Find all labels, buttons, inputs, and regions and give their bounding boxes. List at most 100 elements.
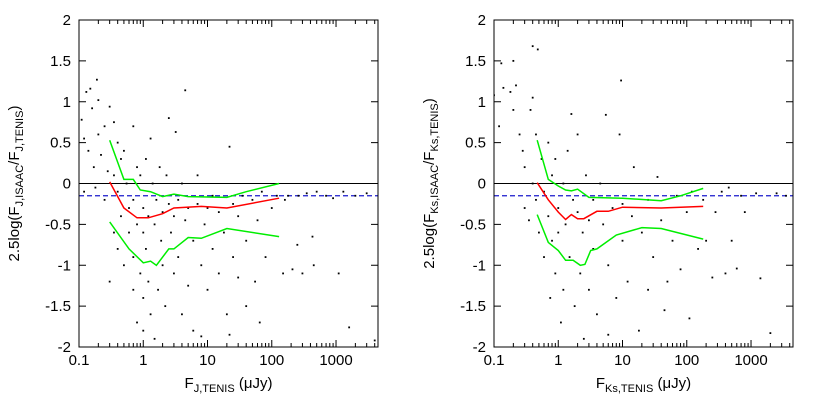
data-point (155, 198, 158, 201)
data-point (181, 313, 183, 316)
data-point (108, 105, 111, 108)
data-point (275, 194, 278, 197)
data-point (365, 192, 368, 195)
data-point (167, 117, 170, 119)
data-point (270, 207, 273, 209)
data-point (615, 297, 618, 299)
data-point (301, 272, 304, 275)
data-point (604, 113, 607, 116)
label-subscript: Ks,ISAAC (429, 165, 441, 214)
data-point (656, 176, 659, 178)
data-point (161, 264, 164, 267)
data-point (568, 256, 571, 258)
y-tick-label: 2 (63, 12, 71, 29)
data-point (113, 174, 115, 177)
data-point (599, 182, 602, 185)
data-point (97, 133, 100, 136)
data-point (543, 190, 545, 193)
median-line (109, 181, 280, 219)
data-point (755, 192, 758, 195)
y-tick-label: -1 (58, 257, 71, 274)
data-point (211, 194, 214, 197)
data-point (688, 317, 691, 320)
y-tick-label: 1.5 (50, 53, 71, 70)
data-point (97, 99, 100, 102)
data-point (720, 190, 723, 193)
data-point (100, 153, 102, 156)
data-point (174, 131, 177, 133)
data-point (132, 125, 135, 128)
envelope-line (109, 221, 280, 267)
data-point (685, 211, 688, 214)
data-point (557, 207, 560, 209)
data-point (543, 256, 545, 258)
data-point (158, 166, 161, 169)
data-point (283, 198, 286, 201)
data-point (531, 182, 534, 185)
data-point (727, 186, 730, 189)
data-point (582, 337, 585, 340)
data-point (139, 272, 142, 275)
data-point (184, 219, 187, 222)
label-text: (μJy) (235, 375, 273, 392)
data-point (192, 239, 195, 242)
data-point (116, 190, 119, 193)
data-point (621, 239, 624, 242)
data-point (228, 145, 231, 148)
data-point (305, 192, 308, 195)
data-point (103, 125, 106, 128)
data-point (297, 194, 300, 197)
data-point (570, 113, 573, 115)
data-point (512, 109, 515, 111)
data-point (551, 174, 553, 177)
data-point (518, 133, 521, 136)
data-point (223, 231, 225, 234)
data-point (714, 211, 717, 214)
data-point (211, 248, 214, 250)
y-tick-label: -1 (473, 257, 486, 274)
data-point (652, 256, 655, 258)
data-point (611, 207, 614, 209)
data-point (769, 332, 772, 335)
data-point (237, 215, 240, 218)
data-point (128, 207, 130, 209)
data-point (241, 194, 244, 197)
data-point (120, 158, 122, 160)
data-point (245, 239, 248, 242)
data-point (348, 326, 351, 329)
data-point (206, 288, 209, 291)
data-point (136, 223, 138, 226)
data-point (184, 89, 187, 92)
label-subscript: Ks,TENIS (429, 103, 441, 151)
y-tick-label: -0.5 (460, 216, 486, 233)
data-point (120, 215, 122, 218)
data-point (312, 264, 315, 267)
data-point (132, 256, 135, 258)
data-point (217, 272, 220, 275)
data-point (251, 198, 254, 201)
y-tick-label: 0.5 (50, 135, 71, 152)
data-point (531, 45, 534, 48)
data-point (187, 207, 190, 209)
data-point (592, 198, 595, 201)
data-point (232, 203, 234, 205)
data-point (564, 223, 567, 226)
data-point (203, 223, 206, 226)
data-point (91, 107, 94, 110)
data-point (151, 182, 154, 185)
data-point (631, 215, 633, 218)
data-point (523, 207, 526, 209)
envelope-line (536, 214, 704, 267)
data-point (258, 321, 261, 324)
data-point (547, 215, 550, 218)
data-point (679, 268, 682, 271)
data-point (554, 272, 557, 275)
label-text: (μJy) (653, 375, 691, 392)
data-point (89, 87, 92, 90)
x-tick-label: 1000 (319, 352, 352, 369)
y-tick-label: -2 (58, 339, 71, 356)
data-point (562, 182, 565, 185)
label-subscript: J,TENIS (14, 111, 26, 152)
data-point (196, 203, 199, 205)
data-point (228, 333, 231, 336)
